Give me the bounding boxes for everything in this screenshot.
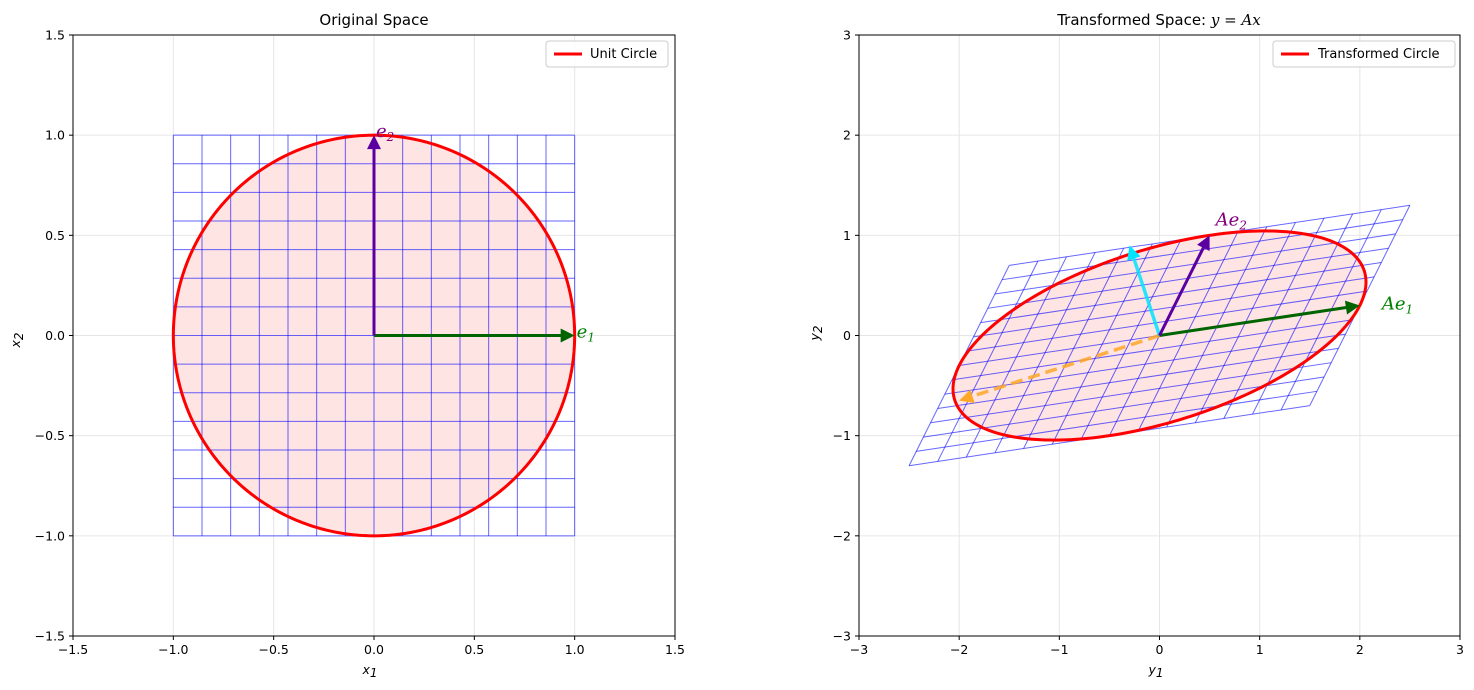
Ae2-label: Ae2 (1214, 209, 1247, 232)
eigen-major-arrow (971, 333, 1161, 398)
y-axis-label: y2 (807, 325, 825, 341)
x-tick-label: 1.0 (565, 642, 585, 657)
Ae2-arrow (1158, 245, 1206, 337)
unit-circle (171, 133, 577, 538)
y-tick-label: 0.5 (45, 228, 65, 243)
plot-area: Ae1 Ae2 (858, 34, 1461, 637)
e1-arrowhead (560, 328, 575, 343)
legend-entry: Unit Circle (590, 47, 657, 62)
tick-labels: −3 −2 −1 0 1 2 3 −3 −2 −1 0 1 2 3 (833, 28, 1464, 658)
y-tick-label: −2 (833, 528, 851, 543)
chart-title: Original Space (319, 11, 428, 29)
x-tick-label: 0 (1156, 642, 1164, 657)
x-tick-label: −3 (850, 642, 868, 657)
y-tick-label: −1.0 (35, 528, 65, 543)
y-tick-label: −1 (833, 428, 851, 443)
y-tick-label: 0.0 (45, 328, 65, 343)
Ae1-arrowhead (1344, 300, 1360, 315)
y-tick-label: 0 (843, 328, 851, 343)
Ae2-arrowhead (1197, 235, 1210, 251)
x-tick-label: 0.5 (464, 642, 484, 657)
y-tick-label: 1 (843, 228, 851, 243)
y-tick-label: −0.5 (35, 428, 65, 443)
eigen-minor-arrow (1132, 258, 1162, 337)
legend-entry: Transformed Circle (1317, 47, 1440, 62)
plot-area: e1 e2 (72, 34, 676, 637)
transformed-circle (951, 229, 1368, 442)
x-tick-label: −0.5 (258, 642, 288, 657)
x-axis-label: y1 (1147, 662, 1163, 680)
chart-title: Transformed Space: y = Ax (1056, 11, 1261, 29)
chart-original-space: Original Space e1 e2 −1.5 −1.0 −0.5 0.0 0.5 1.… (8, 11, 685, 680)
y-tick-label: 3 (843, 28, 851, 43)
x-tick-label: 2 (1356, 642, 1364, 657)
y-tick-label: −3 (833, 629, 851, 644)
chart-transformed-space: Transformed Space: y = Ax Ae1 Ae2 −3 −2 −1 0… (807, 11, 1464, 680)
Ae1-label: Ae1 (1380, 293, 1413, 316)
x-tick-label: −1.0 (158, 642, 188, 657)
y-tick-label: 1.0 (45, 128, 65, 143)
e1-label: e1 (577, 322, 595, 345)
legend: Unit Circle (545, 40, 669, 68)
x-axis-label: x1 (361, 662, 377, 680)
x-tick-label: 1 (1256, 642, 1264, 657)
eigen-major-arrowhead (959, 389, 975, 403)
x-tick-label: −1.5 (58, 642, 88, 657)
y-tick-label: −1.5 (35, 629, 65, 644)
y-axis-label: x2 (8, 332, 26, 348)
Ae1-arrow (1159, 305, 1349, 337)
x-tick-label: −1 (1050, 642, 1068, 657)
x-tick-label: 1.5 (665, 642, 685, 657)
eigen-minor-arrowhead (1127, 245, 1141, 261)
x-tick-label: 3 (1456, 642, 1464, 657)
e2-arrowhead (367, 135, 381, 150)
y-tick-label: 1.5 (45, 28, 65, 43)
legend: Transformed Circle (1272, 40, 1456, 68)
x-tick-label: −2 (950, 642, 968, 657)
y-tick-label: 2 (843, 128, 851, 143)
tick-labels: −1.5 −1.0 −0.5 0.0 0.5 1.0 1.5 −1.5 −1.0 −0.5 0.0 0… (35, 28, 685, 658)
e2-label: e2 (376, 121, 394, 144)
x-tick-label: 0.0 (364, 642, 384, 657)
